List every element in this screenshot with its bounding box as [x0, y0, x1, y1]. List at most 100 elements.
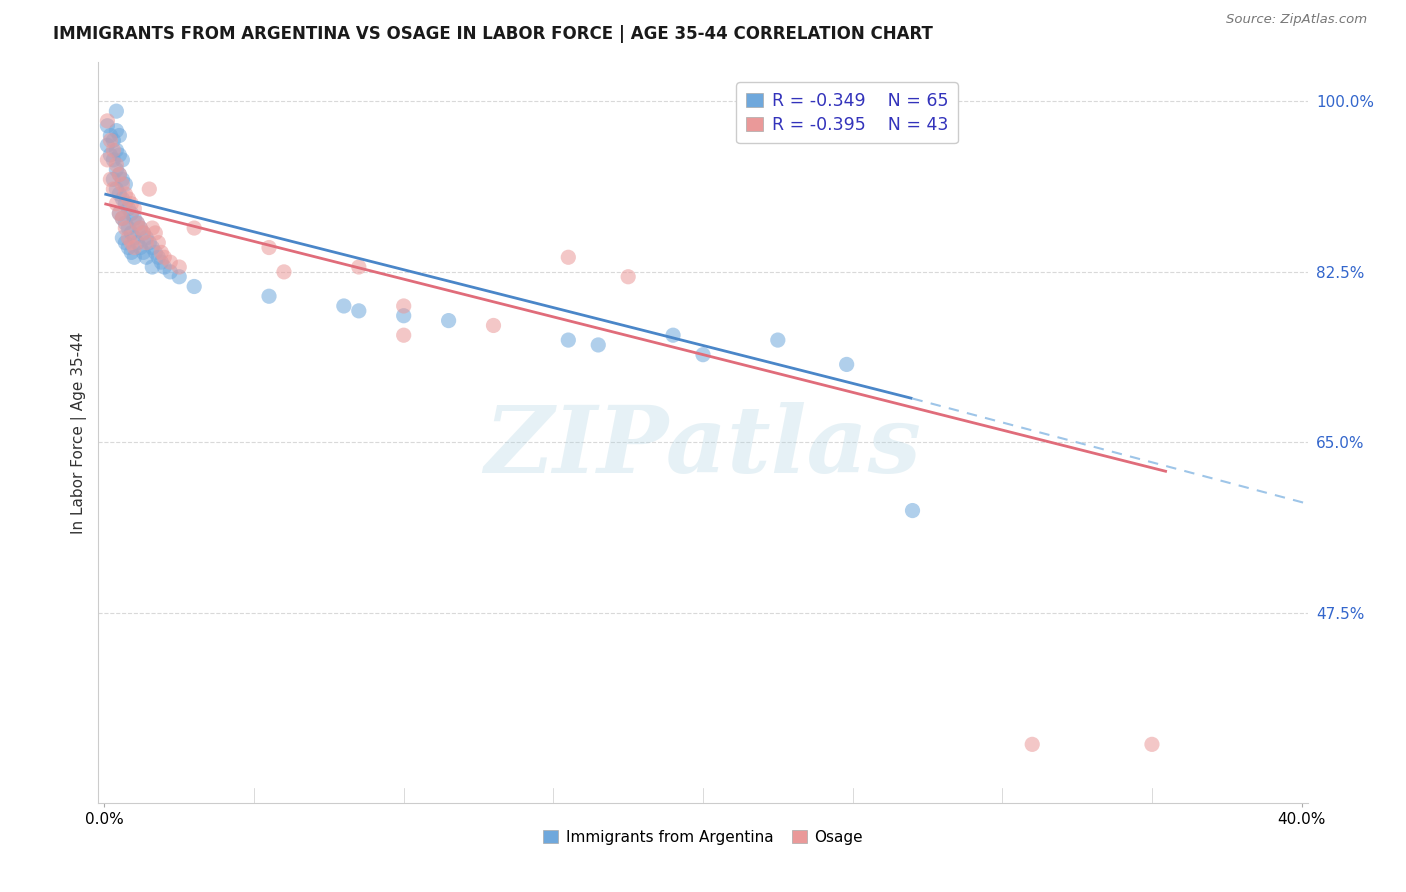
Point [148, 250, 170, 264]
Point [100, 172, 122, 186]
Point [347, 303, 370, 318]
Point [347, 260, 370, 274]
Point [150, 255, 173, 269]
Point [183, 279, 205, 293]
Point [114, 216, 136, 230]
Point [114, 186, 136, 201]
Point [557, 333, 579, 347]
Point [111, 211, 134, 226]
Point [120, 196, 142, 211]
Point [100, 148, 122, 162]
Point [766, 333, 789, 347]
Point [167, 269, 190, 284]
Point [138, 235, 160, 250]
Point [692, 348, 714, 362]
Point [105, 162, 128, 177]
Point [120, 235, 142, 250]
Point [1021, 737, 1043, 751]
Point [117, 192, 139, 206]
Legend: Immigrants from Argentina, Osage: Immigrants from Argentina, Osage [537, 823, 869, 851]
Point [124, 202, 146, 216]
Point [141, 240, 163, 255]
Point [835, 358, 858, 372]
Point [108, 128, 131, 143]
Point [159, 255, 181, 269]
Point [333, 299, 356, 313]
Point [392, 309, 415, 323]
Point [108, 206, 131, 220]
Point [150, 245, 173, 260]
Point [108, 168, 131, 182]
Point [103, 172, 125, 186]
Text: Source: ZipAtlas.com: Source: ZipAtlas.com [1226, 13, 1367, 27]
Point [114, 178, 136, 192]
Point [117, 221, 139, 235]
Point [662, 328, 685, 343]
Point [127, 216, 149, 230]
Point [105, 158, 128, 172]
Text: ZIPatlas: ZIPatlas [485, 402, 921, 492]
Point [557, 250, 579, 264]
Point [96, 119, 118, 133]
Point [127, 216, 149, 230]
Point [111, 178, 134, 192]
Point [153, 250, 176, 264]
Point [132, 226, 155, 240]
Point [183, 221, 205, 235]
Point [129, 221, 152, 235]
Point [257, 240, 280, 255]
Point [111, 192, 134, 206]
Point [437, 313, 460, 327]
Point [141, 260, 163, 274]
Point [392, 328, 415, 343]
Point [132, 226, 155, 240]
Point [105, 182, 128, 196]
Point [96, 114, 118, 128]
Point [148, 235, 170, 250]
Point [617, 269, 640, 284]
Point [138, 182, 160, 196]
Point [901, 503, 924, 517]
Point [108, 148, 131, 162]
Point [96, 153, 118, 167]
Point [114, 221, 136, 235]
Point [167, 260, 190, 274]
Point [117, 231, 139, 245]
Point [111, 211, 134, 226]
Point [111, 172, 134, 186]
Point [105, 104, 128, 119]
Point [103, 133, 125, 147]
Point [273, 265, 295, 279]
Point [392, 299, 415, 313]
Point [108, 186, 131, 201]
Point [120, 245, 142, 260]
Y-axis label: In Labor Force | Age 35-44: In Labor Force | Age 35-44 [72, 332, 87, 533]
Text: IMMIGRANTS FROM ARGENTINA VS OSAGE IN LABOR FORCE | AGE 35-44 CORRELATION CHART: IMMIGRANTS FROM ARGENTINA VS OSAGE IN LA… [53, 25, 934, 43]
Point [114, 235, 136, 250]
Point [96, 138, 118, 153]
Point [120, 226, 142, 240]
Point [159, 265, 181, 279]
Point [108, 168, 131, 182]
Point [132, 245, 155, 260]
Point [105, 196, 128, 211]
Point [124, 211, 146, 226]
Point [482, 318, 505, 333]
Point [124, 240, 146, 255]
Point [100, 128, 122, 143]
Point [129, 221, 152, 235]
Point [105, 123, 128, 137]
Point [135, 235, 157, 250]
Point [100, 133, 122, 147]
Point [1140, 737, 1163, 751]
Point [111, 153, 134, 167]
Point [117, 202, 139, 216]
Point [108, 206, 131, 220]
Point [143, 245, 166, 260]
Point [105, 143, 128, 157]
Point [117, 240, 139, 255]
Point [586, 338, 609, 352]
Point [120, 206, 142, 220]
Point [141, 221, 163, 235]
Point [143, 226, 166, 240]
